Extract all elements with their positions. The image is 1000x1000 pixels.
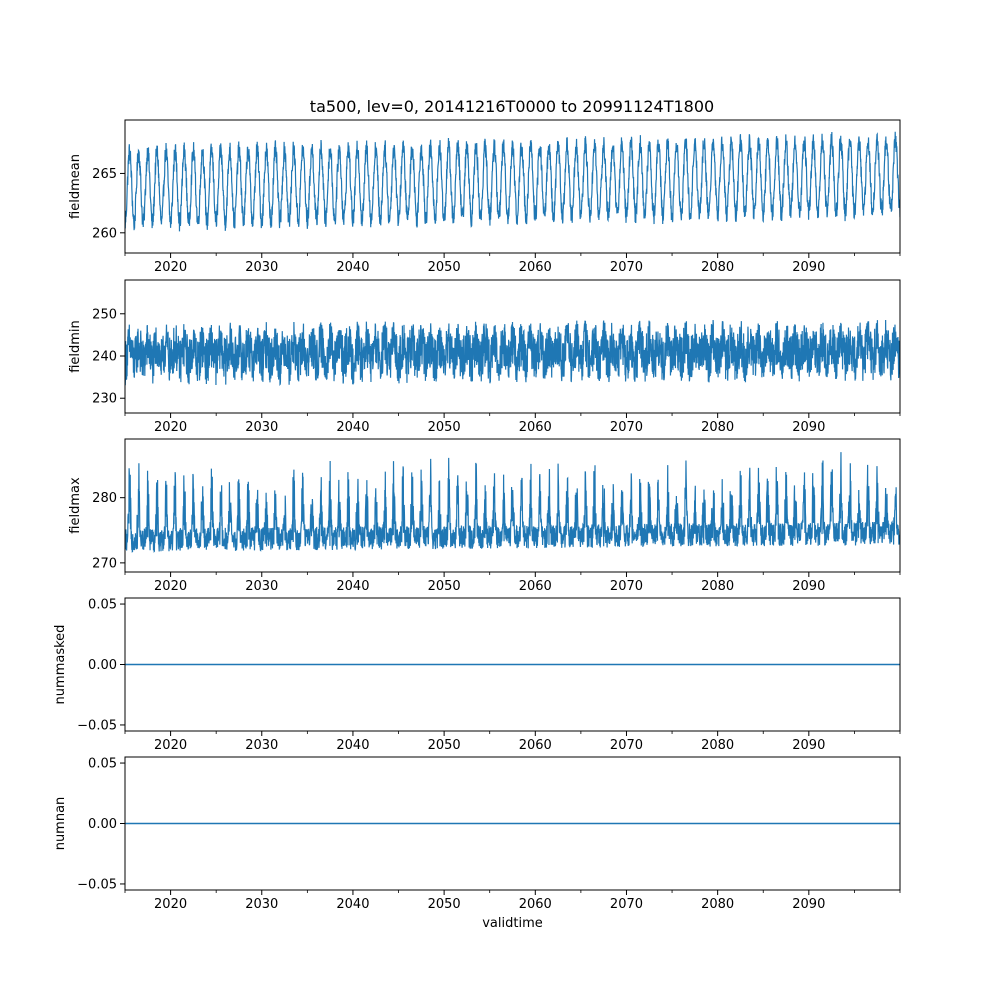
x-tick-label: 2020: [154, 738, 187, 753]
x-tick-label: 2090: [792, 579, 825, 594]
y-tick-label: 230: [92, 392, 117, 407]
y-tick-label: 240: [92, 350, 117, 365]
x-tick-label: 2060: [519, 420, 552, 435]
y-axis-label: fieldmean: [68, 154, 83, 219]
series-line-fieldmean: [125, 131, 900, 232]
subplot-fieldmin: 2020 2030 2040 2050 2060 2070 2080 2090 230 240 25…: [68, 279, 901, 435]
subplot-nummasked: 2020 2030 2040 2050 2060 2070 2080 2090 −0.05 0.0…: [53, 597, 901, 753]
axes-frame: [124, 119, 901, 254]
subplot-fieldmean: 2020 2030 2040 2050 2060 2070 2080 2090 260 265 fi…: [68, 119, 901, 275]
y-axis-label: fieldmin: [68, 320, 83, 373]
x-tick-label: 2030: [245, 260, 278, 275]
y-tick-label: 260: [92, 226, 117, 241]
subplot-panels: 2020 2030 2040 2050 2060 2070 2080 2090 260 265 fi…: [53, 119, 901, 931]
x-tick-label: 2070: [610, 260, 643, 275]
series-line-fieldmin: [125, 319, 900, 387]
x-tick-label: 2040: [336, 738, 369, 753]
x-tick-label: 2060: [519, 897, 552, 912]
y-tick-label: 265: [92, 167, 117, 182]
y-axis-label: numnan: [53, 797, 68, 851]
x-tick-label: 2020: [154, 579, 187, 594]
x-tick-label: 2020: [154, 420, 187, 435]
x-tick-label: 2070: [610, 738, 643, 753]
x-axis-label: validtime: [482, 916, 543, 931]
x-tick-label: 2040: [336, 579, 369, 594]
x-tick-label: 2060: [519, 738, 552, 753]
axes-frame: [124, 279, 901, 414]
y-tick-label: −0.05: [77, 877, 117, 892]
x-tick-label: 2030: [245, 738, 278, 753]
x-tick-label: 2020: [154, 897, 187, 912]
x-tick-label: 2030: [245, 420, 278, 435]
x-tick-label: 2090: [792, 260, 825, 275]
x-tick-label: 2050: [428, 420, 461, 435]
y-tick-label: −0.05: [77, 718, 117, 733]
chart-title: ta500, lev=0, 20141216T0000 to 20991124T…: [310, 97, 714, 116]
y-tick-label: 270: [92, 556, 117, 571]
x-tick-label: 2050: [428, 738, 461, 753]
y-axis-label: nummasked: [53, 625, 68, 705]
y-tick-label: 0.05: [88, 757, 117, 772]
y-tick-label: 250: [92, 307, 117, 322]
x-tick-label: 2060: [519, 260, 552, 275]
x-tick-label: 2080: [701, 260, 734, 275]
y-axis-label: fieldmax: [68, 477, 83, 534]
x-tick-label: 2020: [154, 260, 187, 275]
x-tick-label: 2050: [428, 260, 461, 275]
x-tick-label: 2080: [701, 579, 734, 594]
x-tick-label: 2030: [245, 579, 278, 594]
x-tick-label: 2040: [336, 260, 369, 275]
x-tick-label: 2070: [610, 579, 643, 594]
x-tick-label: 2090: [792, 420, 825, 435]
x-tick-label: 2080: [701, 897, 734, 912]
x-tick-label: 2090: [792, 738, 825, 753]
series-line-fieldmax: [125, 452, 900, 553]
x-tick-label: 2080: [701, 738, 734, 753]
x-tick-label: 2050: [428, 897, 461, 912]
subplot-numnan: 2020 2030 2040 2050 2060 2070 2080 2090 −0.05 0.0…: [53, 756, 901, 931]
y-tick-label: 0.00: [88, 817, 117, 832]
x-tick-label: 2090: [792, 897, 825, 912]
x-tick-label: 2070: [610, 897, 643, 912]
x-tick-label: 2050: [428, 579, 461, 594]
subplot-fieldmax: 2020 2030 2040 2050 2060 2070 2080 2090 270 280 fi…: [68, 438, 901, 594]
x-tick-label: 2070: [610, 420, 643, 435]
y-tick-label: 0.05: [88, 598, 117, 613]
x-tick-label: 2060: [519, 579, 552, 594]
x-tick-label: 2040: [336, 897, 369, 912]
x-tick-label: 2030: [245, 897, 278, 912]
x-tick-label: 2080: [701, 420, 734, 435]
y-tick-label: 0.00: [88, 658, 117, 673]
x-tick-label: 2040: [336, 420, 369, 435]
axes-frame: [124, 438, 901, 573]
y-tick-label: 280: [92, 491, 117, 506]
